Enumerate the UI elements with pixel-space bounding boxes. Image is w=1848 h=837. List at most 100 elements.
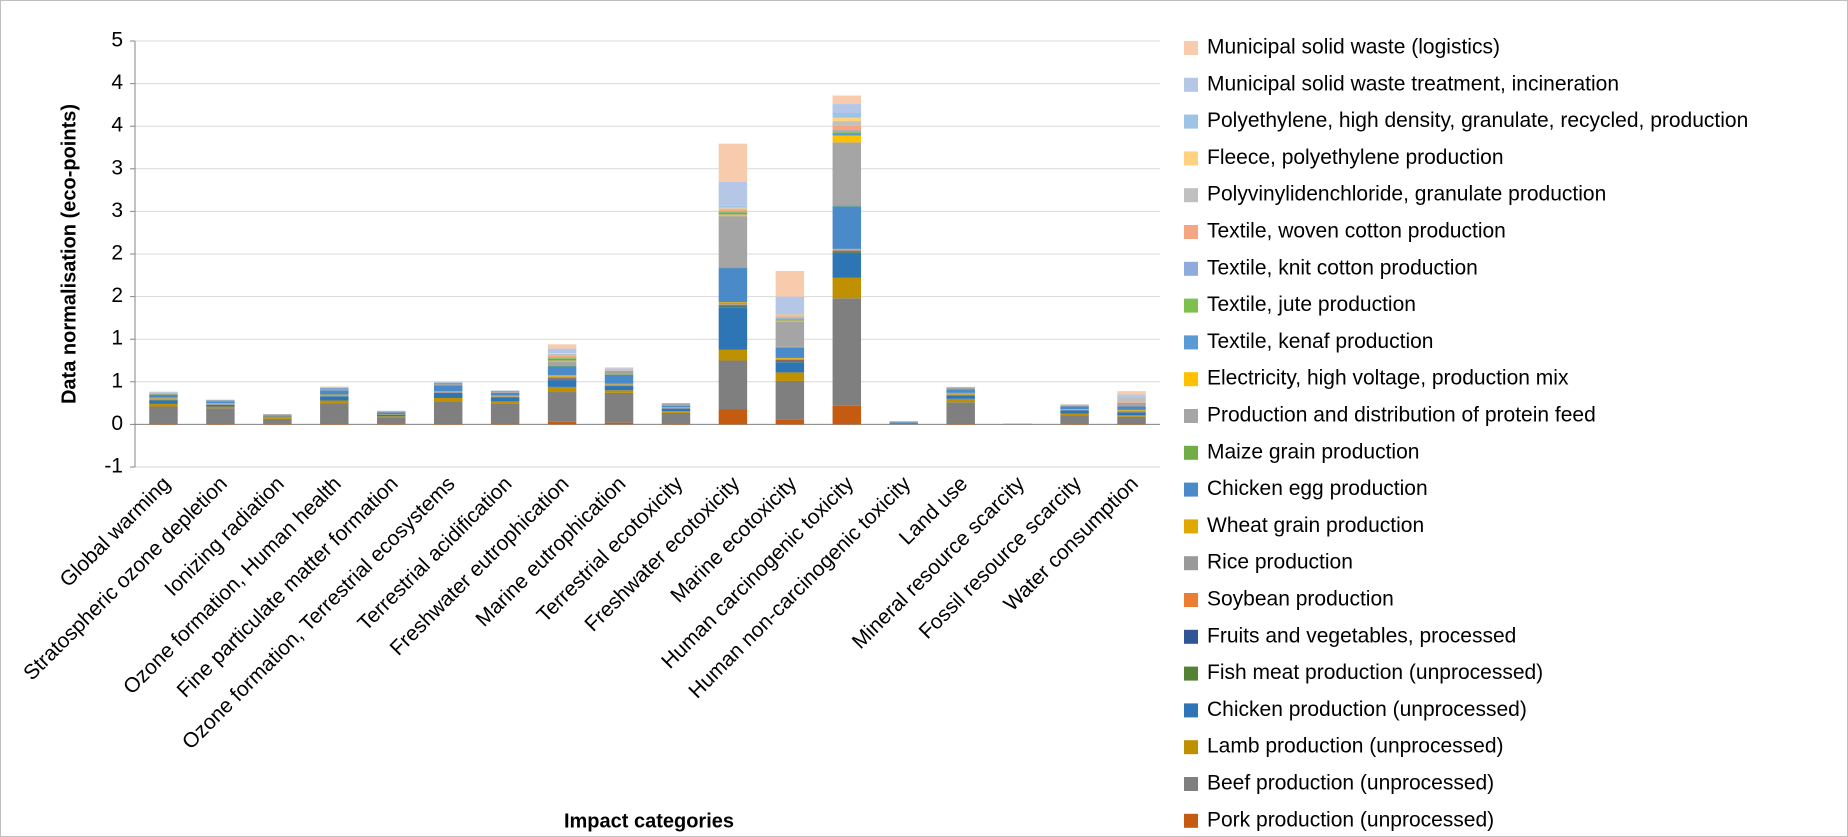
bar-segment: [718, 302, 748, 303]
bar-segment: [433, 392, 463, 393]
bar-segment: [1117, 409, 1146, 411]
bar-segment: [547, 360, 577, 362]
bar-segment: [1060, 415, 1089, 424]
bar-segment: [490, 423, 520, 425]
bar-segment: [547, 353, 577, 356]
legend-label: Municipal solid waste treatment, inciner…: [1207, 72, 1619, 95]
bar-segment: [433, 385, 463, 392]
bar-segment: [946, 402, 975, 424]
legend-swatch: [1184, 114, 1198, 129]
bar-segment: [547, 378, 577, 380]
bar-segment: [206, 400, 235, 402]
bar-segment: [263, 415, 292, 417]
legend-label: Municipal solid waste (logistics): [1207, 36, 1500, 59]
bar-segment: [832, 132, 862, 134]
bar-segment: [946, 395, 975, 399]
bar-segment: [1117, 412, 1146, 416]
bar-segment: [433, 397, 463, 402]
bar-segment: [149, 398, 178, 400]
bar-segment: [547, 379, 577, 381]
legend-label: Electricity, high voltage, production mi…: [1207, 367, 1569, 390]
y-tick-label: 0: [111, 412, 123, 435]
bar-segment: [775, 315, 805, 317]
legend-label: Pork production (unprocessed): [1207, 808, 1494, 831]
legend-swatch: [1184, 188, 1198, 203]
bar-segment: [889, 422, 918, 425]
bar-segment: [377, 417, 406, 424]
bar-segment: [718, 211, 748, 213]
bar-segment: [1117, 402, 1146, 404]
bar-segment: [775, 320, 805, 322]
legend-swatch: [1184, 41, 1198, 55]
legend-label: Textile, knit cotton production: [1207, 256, 1478, 279]
legend-swatch: [1184, 629, 1198, 644]
legend-label: Maize grain production: [1207, 440, 1419, 463]
bar-segment: [661, 408, 691, 412]
bar-segment: [832, 125, 862, 131]
bar-segment: [320, 400, 349, 404]
bar-segment: [149, 397, 178, 399]
bar-segment: [775, 358, 805, 360]
legend-label: Fleece, polyethylene production: [1207, 146, 1504, 169]
bar-segment: [832, 95, 862, 105]
bar-segment: [832, 206, 862, 249]
bar-segment: [604, 371, 634, 373]
y-tick-label: 3: [111, 199, 123, 222]
bar-segment: [718, 409, 748, 425]
bar-segment: [547, 355, 577, 358]
bar-segment: [433, 383, 463, 386]
bar-segment: [775, 346, 805, 348]
bar-segment: [832, 254, 862, 278]
legend-label: Textile, woven cotton production: [1207, 220, 1506, 243]
legend-swatch: [1184, 482, 1198, 497]
bar-segment: [832, 112, 862, 118]
bar-segment: [604, 384, 634, 386]
bar-segment: [946, 394, 975, 396]
bar-segment: [718, 216, 748, 268]
y-axis-title: Data normalisation (eco-points): [58, 104, 80, 404]
bar-segment: [547, 357, 577, 359]
bar-segment: [263, 416, 292, 418]
legend-swatch: [1184, 77, 1198, 92]
bar-segment: [832, 130, 862, 133]
bar-segment: [775, 318, 805, 320]
bar-segment: [377, 414, 406, 417]
bar-segment: [547, 380, 577, 387]
legend-swatch: [1184, 519, 1198, 534]
bar-segment: [718, 307, 748, 350]
bar-segment: [946, 423, 975, 425]
bar-segment: [263, 417, 292, 419]
legend-label: Production and distribution of protein f…: [1207, 404, 1596, 427]
bar-segment: [832, 205, 862, 207]
legend-swatch: [1184, 813, 1198, 828]
x-axis-title: Impact categories: [564, 810, 734, 832]
legend-label: Textile, kenaf production: [1207, 330, 1433, 353]
bar-segment: [832, 251, 862, 253]
bar-segment: [718, 205, 748, 208]
bar-segment: [547, 386, 577, 393]
bar-segment: [206, 408, 235, 424]
bar-segment: [832, 252, 862, 254]
bar-segment: [604, 374, 634, 384]
bar-segment: [1060, 409, 1089, 410]
bar-segment: [604, 383, 634, 385]
legend-label: Beef production (unprocessed): [1207, 772, 1494, 795]
bar-segment: [604, 369, 634, 370]
bar-segment: [718, 182, 748, 206]
bar-segment: [832, 135, 862, 143]
bar-segment: [718, 208, 748, 210]
bar-segment: [320, 394, 349, 396]
legend-label: Textile, jute production: [1207, 293, 1416, 316]
bar-segment: [1117, 406, 1146, 410]
bar-segment: [718, 305, 748, 307]
bar-segment: [206, 403, 235, 404]
bar-segment: [832, 248, 862, 250]
bar-segment: [149, 400, 178, 404]
bar-segment: [490, 397, 520, 402]
bar-segment: [490, 395, 520, 397]
bar-segment: [263, 414, 292, 416]
bar-segment: [718, 143, 748, 183]
legend-label: Wheat grain production: [1207, 514, 1424, 537]
bar-segment: [832, 249, 862, 251]
bar-segment: [604, 386, 634, 391]
